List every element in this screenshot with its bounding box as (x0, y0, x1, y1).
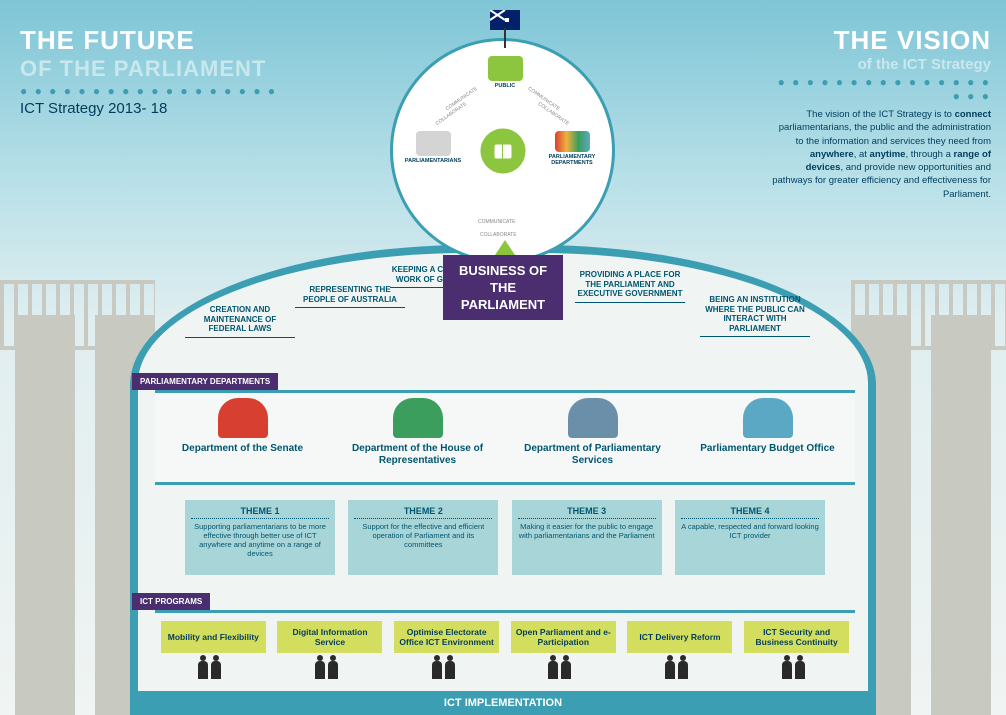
theme-title: THEME 2 (354, 506, 492, 519)
function-label: REPRESENTING THE PEOPLE OF AUSTRALIA (295, 285, 405, 308)
program: Mobility and Flexibility (161, 613, 266, 685)
dept-icon (393, 398, 443, 438)
dots: ● ● ● ● ● ● ● ● ● ● ● ● ● ● ● ● ● ● (20, 84, 277, 98)
program: Open Parliament and e-Participation (511, 613, 616, 685)
dept-icon (218, 398, 268, 438)
flag-icon (490, 10, 520, 30)
program-label: Digital Information Service (277, 621, 382, 653)
department: Department of the House of Representativ… (343, 393, 493, 482)
pillar (931, 315, 991, 715)
implementation-bar: ICT IMPLEMENTATION (138, 691, 868, 715)
arrow-up-icon (495, 240, 515, 255)
node-public: PUBLIC (480, 56, 530, 91)
dept-icon (568, 398, 618, 438)
program: Optimise Electorate Office ICT Environme… (394, 613, 499, 685)
dept-icon (743, 398, 793, 438)
program: Digital Information Service (277, 613, 382, 685)
function-label: CREATION AND MAINTENANCE OF FEDERAL LAWS (185, 305, 295, 338)
departments-row: Department of the Senate Department of th… (155, 390, 855, 485)
theme-box: THEME 2 Support for the effective and eff… (348, 500, 498, 575)
function-label: BEING AN INSTITUTION WHERE THE PUBLIC CA… (700, 295, 810, 337)
program-label: Mobility and Flexibility (161, 621, 266, 653)
program-label: Open Parliament and e-Participation (511, 621, 616, 653)
dept-name: Department of the Senate (168, 443, 318, 455)
theme-text: Making it easier for the public to engag… (518, 522, 656, 540)
title-line2: OF THE PARLIAMENT (20, 56, 277, 82)
program-label: Optimise Electorate Office ICT Environme… (394, 621, 499, 653)
node-content (480, 128, 525, 173)
silhouette-icon (777, 657, 817, 679)
theme-title: THEME 3 (518, 506, 656, 519)
dept-tag: PARLIAMENTARY DEPARTMENTS (132, 373, 278, 390)
business-box: BUSINESS OF THE PARLIAMENT (443, 255, 563, 320)
prog-tag: ICT PROGRAMS (132, 593, 210, 610)
theme-title: THEME 1 (191, 506, 329, 519)
silhouette-icon (310, 657, 350, 679)
node-departments: PARLIAMENTARY DEPARTMENTS (547, 131, 597, 166)
theme-box: THEME 3 Making it easier for the public t… (512, 500, 662, 575)
theme-text: Supporting parliamentarians to be more e… (191, 522, 329, 558)
dots: ● ● ● ● ● ● ● ● ● ● ● ● ● ● ● ● ● ● (771, 75, 991, 103)
dept-name: Parliamentary Budget Office (693, 443, 843, 455)
dept-name: Department of the House of Representativ… (343, 443, 493, 467)
theme-title: THEME 4 (681, 506, 819, 519)
department: Parliamentary Budget Office (693, 393, 843, 482)
theme-box: THEME 1 Supporting parliamentarians to be… (185, 500, 335, 575)
node-parliamentarians: PARLIAMENTARIANS (408, 131, 458, 166)
silhouette-icon (427, 657, 467, 679)
program-label: ICT Security and Business Continuity (744, 621, 849, 653)
theme-text: A capable, respected and forward looking… (681, 522, 819, 540)
pillar (15, 315, 75, 715)
circle-diagram: PUBLIC PARLIAMENTARIANS PARLIAMENTARY DE… (390, 38, 615, 263)
program-label: ICT Delivery Reform (627, 621, 732, 653)
theme-box: THEME 4 A capable, respected and forward … (675, 500, 825, 575)
silhouette-icon (660, 657, 700, 679)
dept-name: Department of Parliamentary Services (518, 443, 668, 467)
theme-text: Support for the effective and efficient … (354, 522, 492, 549)
subtitle: ICT Strategy 2013- 18 (20, 100, 277, 117)
program: ICT Security and Business Continuity (744, 613, 849, 685)
themes-row: THEME 1 Supporting parliamentarians to be… (185, 500, 825, 575)
header-left: THE FUTURE OF THE PARLIAMENT ● ● ● ● ● ●… (20, 25, 277, 117)
title-line1: THE FUTURE (20, 25, 277, 56)
program: ICT Delivery Reform (627, 613, 732, 685)
silhouette-icon (193, 657, 233, 679)
vision-title1: THE VISION (771, 25, 991, 56)
fence (851, 280, 1006, 350)
silhouette-icon (543, 657, 583, 679)
header-right: THE VISION of the ICT Strategy ● ● ● ● ●… (771, 25, 991, 201)
department: Department of the Senate (168, 393, 318, 482)
vision-title2: of the ICT Strategy (771, 56, 991, 73)
vision-text: The vision of the ICT Strategy is to con… (771, 108, 991, 201)
function-label: PROVIDING A PLACE FOR THE PARLIAMENT AND… (575, 270, 685, 303)
fence (0, 280, 155, 350)
programs-row: Mobility and Flexibility Digital Informat… (155, 610, 855, 685)
department: Department of Parliamentary Services (518, 393, 668, 482)
